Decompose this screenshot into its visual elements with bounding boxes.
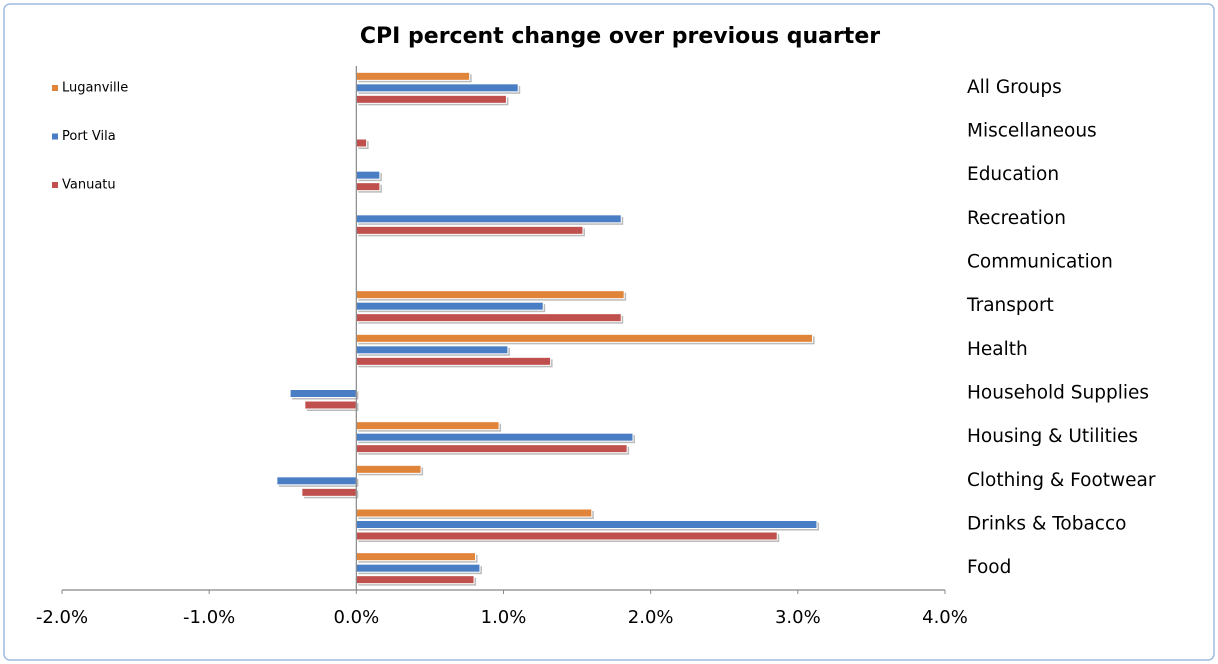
category-label: Clothing & Footwear	[967, 470, 1156, 491]
bar	[355, 214, 622, 224]
x-tick-label: 2.0%	[628, 607, 674, 628]
category-label: Communication	[967, 252, 1113, 273]
bar	[355, 290, 625, 300]
category-label: Recreation	[967, 208, 1066, 229]
bar	[355, 464, 422, 474]
bar	[301, 487, 357, 497]
bar	[355, 432, 634, 442]
bar	[355, 138, 368, 148]
category-label: Transport	[966, 295, 1054, 316]
bar	[355, 508, 593, 518]
bar	[355, 575, 475, 585]
category-label: Drinks & Tobacco	[967, 514, 1126, 535]
bar	[355, 345, 509, 355]
bar	[355, 421, 500, 431]
bar	[304, 400, 357, 410]
bar	[355, 170, 381, 180]
legend-swatch	[52, 85, 58, 91]
bar	[355, 301, 544, 311]
category-label: Housing & Utilities	[967, 426, 1138, 447]
category-label: Education	[967, 164, 1059, 185]
category-label: Health	[967, 339, 1028, 360]
bar	[355, 182, 381, 192]
bar	[355, 225, 584, 235]
bar	[355, 552, 477, 562]
bar	[355, 563, 481, 573]
category-label: All Groups	[967, 77, 1062, 98]
legend-label: Port Vila	[62, 129, 116, 144]
x-tick-label: 4.0%	[922, 607, 968, 628]
legend-swatch	[52, 133, 58, 140]
bar	[355, 83, 519, 93]
bar	[355, 94, 507, 104]
bar	[355, 71, 471, 81]
bar	[355, 356, 552, 366]
bar	[289, 389, 357, 398]
bar	[355, 333, 814, 343]
x-tick-label: -2.0%	[36, 607, 88, 628]
category-label: Household Supplies	[967, 383, 1149, 404]
x-tick-label: 3.0%	[775, 607, 821, 628]
category-label: Food	[967, 557, 1011, 578]
bar	[355, 444, 628, 454]
x-tick-label: 1.0%	[481, 607, 527, 628]
bar	[355, 520, 818, 529]
x-tick-label: -1.0%	[183, 607, 235, 628]
chart-frame	[3, 3, 1215, 661]
bar	[276, 476, 357, 486]
bar	[355, 313, 622, 323]
legend-label: Luganville	[62, 81, 128, 96]
chart-title: CPI percent change over previous quarter	[360, 24, 880, 49]
category-label: Miscellaneous	[967, 121, 1097, 142]
x-tick-label: 0.0%	[333, 607, 379, 628]
legend-label: Vanuatu	[62, 178, 116, 193]
bar	[355, 531, 778, 541]
legend-swatch	[52, 182, 58, 188]
